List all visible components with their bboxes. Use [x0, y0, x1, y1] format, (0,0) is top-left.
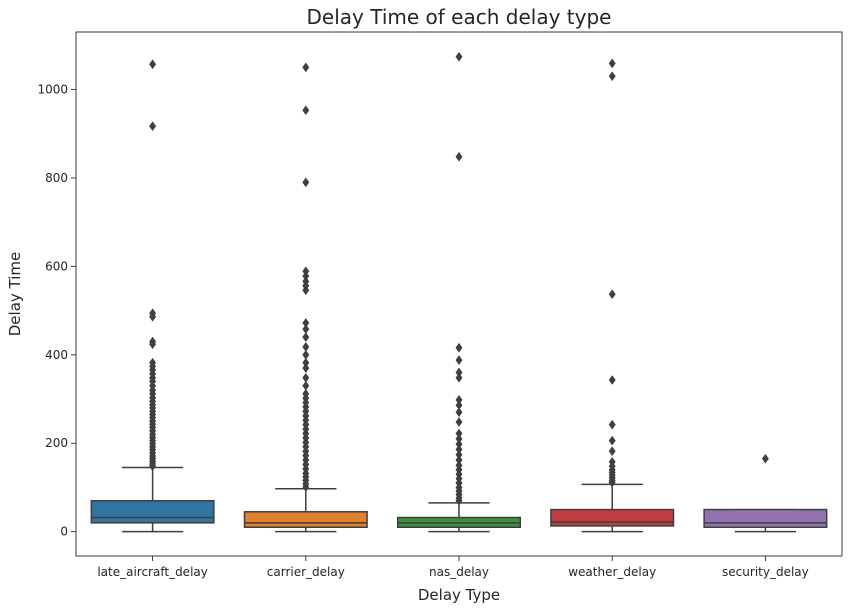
outlier-point	[302, 482, 310, 492]
outlier-point	[761, 453, 769, 464]
outlier-point	[149, 339, 157, 350]
outlier-point	[455, 355, 463, 366]
outlier-point	[455, 151, 463, 162]
box	[243, 511, 368, 529]
x-tick-label: carrier_delay	[267, 565, 345, 579]
x-axis: late_aircraft_delay carrier_delay nas_dela…	[97, 556, 809, 579]
chart-title: Delay Time of each delay type	[307, 5, 612, 29]
y-tick-label: 400	[45, 348, 68, 362]
plot-area	[90, 51, 828, 533]
outlier-point	[149, 59, 157, 70]
outlier-point	[608, 71, 616, 82]
outlier-point	[455, 51, 463, 62]
outlier-point	[608, 58, 616, 69]
outlier-point	[608, 419, 616, 430]
box	[90, 499, 215, 524]
outlier-point	[608, 477, 616, 488]
outlier-point	[149, 461, 157, 472]
outlier-point	[302, 105, 310, 116]
y-axis: 0 200 400 600 800 1000	[37, 82, 76, 539]
outlier-point	[608, 435, 616, 446]
x-axis-label: Delay Type	[418, 586, 500, 604]
y-tick-label: 1000	[37, 82, 68, 96]
box-group	[243, 62, 368, 533]
y-axis-label: Delay Time	[6, 252, 24, 337]
x-tick-label: security_delay	[722, 565, 809, 579]
box-group	[396, 51, 522, 533]
y-tick-label: 0	[60, 525, 68, 539]
y-tick-label: 200	[45, 436, 68, 450]
outlier-point	[608, 446, 616, 457]
y-tick-label: 800	[45, 171, 68, 185]
box-group	[703, 453, 828, 533]
x-tick-label: late_aircraft_delay	[97, 565, 208, 579]
outlier-point	[455, 417, 463, 427]
box-group	[550, 58, 675, 533]
box-group	[90, 59, 215, 533]
y-tick-label: 600	[45, 259, 68, 273]
outlier-point	[149, 311, 157, 322]
outlier-point	[608, 289, 616, 300]
outlier-point	[455, 372, 463, 383]
outlier-point	[302, 285, 310, 296]
box	[550, 508, 675, 527]
outlier-point	[302, 363, 310, 373]
outlier-point	[455, 407, 463, 418]
outlier-point	[302, 62, 310, 73]
box	[703, 508, 828, 529]
outlier-point	[302, 332, 310, 343]
x-tick-label: nas_delay	[429, 565, 489, 579]
outlier-point	[455, 342, 463, 353]
outlier-point	[455, 495, 463, 506]
x-tick-label: weather_delay	[568, 565, 656, 579]
outlier-point	[149, 121, 157, 132]
outlier-point	[302, 177, 310, 188]
outlier-point	[608, 375, 616, 385]
